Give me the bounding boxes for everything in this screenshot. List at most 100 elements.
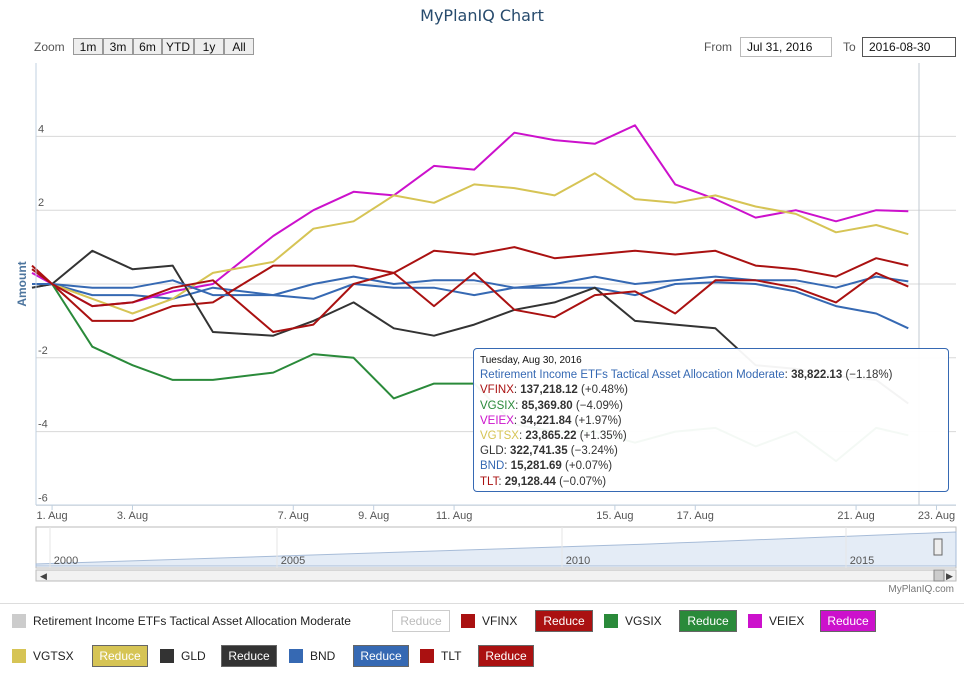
legend-swatch bbox=[12, 649, 26, 663]
legend-label: Retirement Income ETFs Tactical Asset Al… bbox=[33, 614, 351, 628]
navigator-series bbox=[35, 531, 957, 567]
tooltip-row: GLD: 322,741.35 (−3.24%) bbox=[480, 445, 618, 458]
legend-label: BND bbox=[310, 649, 336, 663]
x-tick-label: 15. Aug bbox=[596, 510, 633, 522]
legend-item-tlt[interactable]: TLT bbox=[420, 649, 461, 663]
from-date-input[interactable] bbox=[740, 37, 832, 57]
legend-swatch bbox=[748, 614, 762, 628]
legend-item-veiex[interactable]: VEIEX bbox=[748, 614, 804, 628]
reduce-button-gld[interactable]: Reduce bbox=[221, 645, 277, 667]
tooltip-value: 85,369.80 bbox=[521, 399, 573, 412]
reduce-button-retirement-income-etfs-tactical-asset-allocation-moderate[interactable]: Reduce bbox=[392, 610, 450, 632]
reduce-button-vgsix[interactable]: Reduce bbox=[679, 610, 737, 632]
legend-label: TLT bbox=[441, 649, 462, 663]
zoom-1m-button[interactable]: 1m bbox=[73, 38, 103, 55]
reduce-button-vgtsx[interactable]: Reduce bbox=[92, 645, 148, 667]
scrollbar-track bbox=[35, 569, 957, 582]
chart-area: -6 -4 -2 2 4 1. Aug 3. Aug 7. Aug 9. Aug 11. Aug 1… bbox=[15, 63, 957, 595]
legend-label: VEIEX bbox=[769, 614, 805, 628]
legend-item-vfinx[interactable]: VFINX bbox=[461, 614, 517, 628]
tooltip-value: 137,218.12 bbox=[520, 384, 578, 397]
tooltip-series-name: VGSIX bbox=[480, 399, 516, 412]
tooltip-value: 38,822.13 bbox=[791, 369, 843, 382]
tooltip-change: (−0.07%) bbox=[555, 475, 607, 488]
tooltip-series-name: VGTSX bbox=[480, 430, 519, 443]
series-line-retirement-income-etfs-tactical-asset-allocation-moderate bbox=[31, 281, 909, 330]
legend-item-vgtsx[interactable]: VGTSX bbox=[12, 649, 74, 663]
from-label: From bbox=[704, 40, 732, 54]
legend-label: GLD bbox=[181, 649, 206, 663]
legend-label: VGTSX bbox=[33, 649, 74, 663]
legend-swatch bbox=[289, 649, 303, 663]
zoom-6m-button[interactable]: 6m bbox=[133, 38, 162, 55]
reduce-button-vfinx[interactable]: Reduce bbox=[535, 610, 593, 632]
series-line-bnd bbox=[32, 275, 909, 297]
tooltip-change: (+1.35%) bbox=[576, 430, 627, 443]
reduce-button-tlt[interactable]: Reduce bbox=[478, 645, 534, 667]
x-tick-label: 3. Aug bbox=[117, 510, 148, 522]
tooltip-row: VGSIX: 85,369.80 (−4.09%) bbox=[480, 399, 623, 412]
legend-swatch bbox=[461, 614, 475, 628]
to-date-input[interactable] bbox=[862, 37, 956, 57]
legend-item-gld[interactable]: GLD bbox=[160, 649, 206, 663]
zoom-label: Zoom bbox=[34, 40, 65, 54]
x-tick-label: 17. Aug bbox=[677, 510, 714, 522]
scroll-right-arrow: ▶ bbox=[946, 571, 953, 581]
legend-swatch bbox=[160, 649, 174, 663]
tooltip-row: Retirement Income ETFs Tactical Asset Al… bbox=[480, 369, 893, 382]
tooltip-change: (+1.97%) bbox=[571, 414, 622, 427]
x-tick-label: 9. Aug bbox=[358, 510, 389, 522]
tooltip-series-name: Retirement Income ETFs Tactical Asset Al… bbox=[480, 369, 785, 382]
tooltip-value: 15,281.69 bbox=[510, 460, 562, 473]
y-tick-label: -2 bbox=[38, 345, 48, 357]
legend-item-vgsix[interactable]: VGSIX bbox=[604, 614, 662, 628]
tooltip-row: VFINX: 137,218.12 (+0.48%) bbox=[480, 384, 629, 397]
to-label: To bbox=[843, 40, 856, 54]
x-tick-label: 11. Aug bbox=[436, 510, 473, 522]
legend: Retirement Income ETFs Tactical Asset Al… bbox=[0, 603, 964, 678]
tooltip-row: TLT: 29,128.44 (−0.07%) bbox=[480, 475, 607, 488]
legend-item-retirement-income-etfs-tactical-asset-allocation-moderate[interactable]: Retirement Income ETFs Tactical Asset Al… bbox=[12, 614, 351, 628]
series-line-veiex bbox=[31, 124, 909, 308]
zoom-ytd-button[interactable]: YTD bbox=[162, 38, 194, 55]
tooltip-value: 29,128.44 bbox=[504, 475, 556, 488]
legend-item-bnd[interactable]: BND bbox=[289, 649, 335, 663]
zoom-1y-button[interactable]: 1y bbox=[194, 38, 224, 55]
series-line-vfinx bbox=[31, 246, 909, 322]
x-tick-label: 7. Aug bbox=[278, 510, 309, 522]
reduce-button-bnd[interactable]: Reduce bbox=[353, 645, 409, 667]
x-tick-label: 1. Aug bbox=[36, 510, 67, 522]
y-tick-label: -6 bbox=[38, 492, 48, 504]
navigator-year-label: 2015 bbox=[850, 555, 874, 567]
navigator-year-label: 2010 bbox=[566, 555, 590, 567]
navigator-year-label: 2000 bbox=[54, 555, 78, 567]
tooltip-row: VGTSX: 23,865.22 (+1.35%) bbox=[480, 430, 627, 443]
chart-credit: MyPlanIQ.com bbox=[888, 584, 954, 595]
tooltip-series-name: TLT bbox=[480, 475, 499, 488]
y-axis-title: Amount bbox=[15, 261, 29, 306]
tooltip-series-name: VFINX bbox=[480, 384, 514, 397]
tooltip-series-name: GLD bbox=[480, 445, 504, 458]
chart-tooltip: Tuesday, Aug 30, 2016 Retirement Income … bbox=[473, 348, 949, 492]
navigator-year-label: 2005 bbox=[281, 555, 305, 567]
tooltip-date: Tuesday, Aug 30, 2016 bbox=[480, 355, 582, 366]
legend-swatch bbox=[420, 649, 434, 663]
tooltip-change: (+0.07%) bbox=[561, 460, 613, 473]
zoom-all-button[interactable]: All bbox=[224, 38, 254, 55]
tooltip-series-name: BND bbox=[480, 460, 505, 473]
y-tick-label: 4 bbox=[38, 123, 44, 135]
legend-swatch bbox=[604, 614, 618, 628]
reduce-button-veiex[interactable]: Reduce bbox=[820, 610, 876, 632]
tooltip-change: (−1.18%) bbox=[842, 369, 893, 382]
x-tick-label: 23. Aug bbox=[918, 510, 955, 522]
tooltip-value: 322,741.35 bbox=[510, 445, 568, 458]
tooltip-change: (−3.24%) bbox=[567, 445, 618, 458]
zoom-3m-button[interactable]: 3m bbox=[103, 38, 133, 55]
legend-label: VFINX bbox=[482, 614, 518, 628]
scroll-left-arrow: ◀ bbox=[40, 571, 47, 581]
tooltip-value: 23,865.22 bbox=[525, 430, 577, 443]
legend-label: VGSIX bbox=[625, 614, 662, 628]
scrollbar-thumb bbox=[933, 569, 945, 582]
chart-title: MyPlanIQ Chart bbox=[420, 6, 544, 25]
series-line-vgtsx bbox=[32, 172, 909, 315]
